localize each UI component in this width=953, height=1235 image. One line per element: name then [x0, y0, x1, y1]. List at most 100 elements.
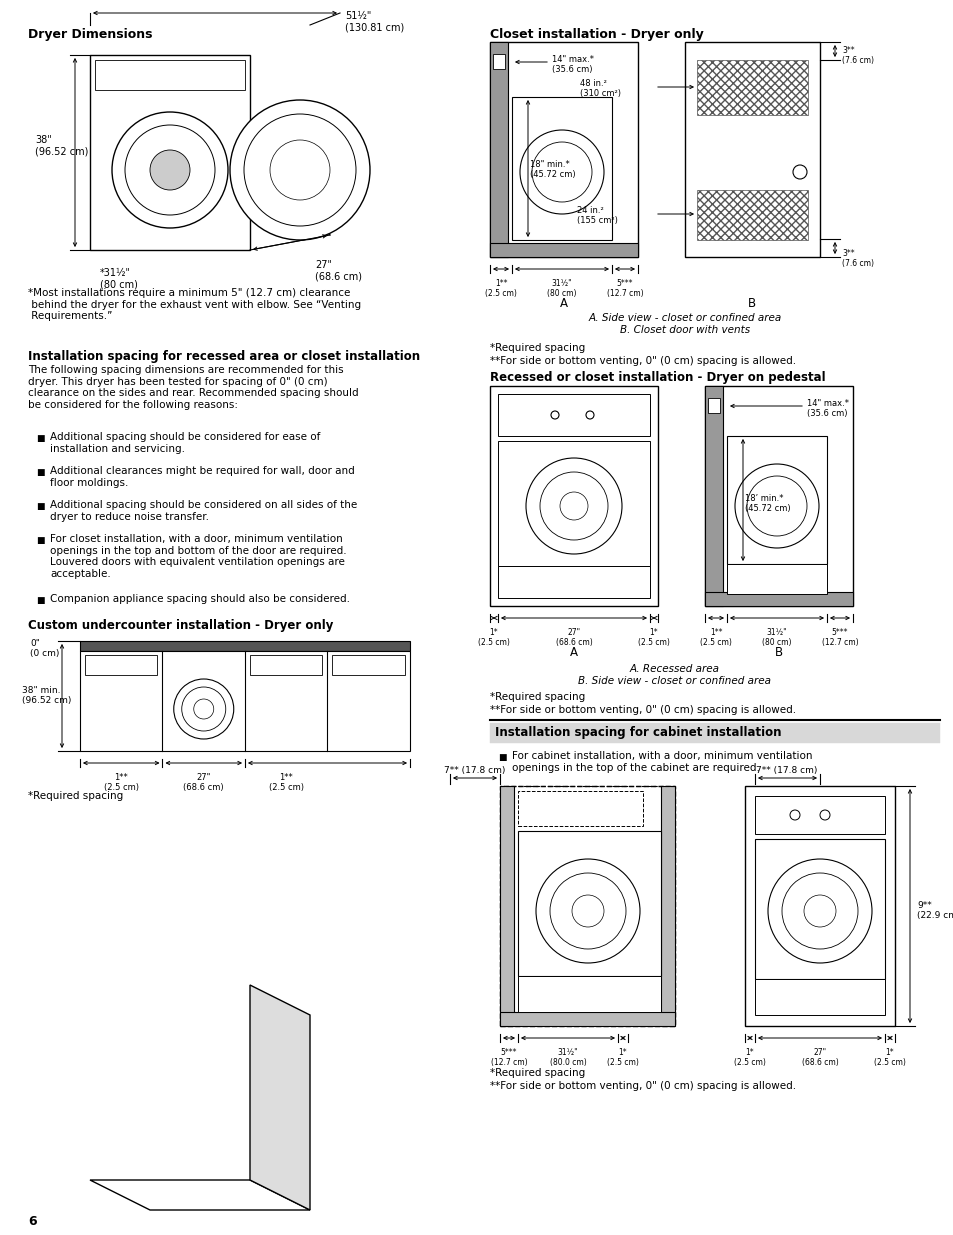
Bar [80, 651, 410, 751]
Circle shape [572, 895, 603, 927]
Circle shape [789, 810, 800, 820]
Text: 5***
(12.7 cm): 5*** (12.7 cm) [490, 1049, 527, 1067]
Text: 7** (17.8 cm): 7** (17.8 cm) [444, 766, 505, 776]
Text: 38"
(96.52 cm): 38" (96.52 cm) [35, 135, 89, 157]
Circle shape [734, 464, 818, 548]
Circle shape [536, 860, 639, 963]
Text: 27"
(68.6 cm): 27" (68.6 cm) [801, 1049, 838, 1067]
Bar [85, 655, 157, 676]
Text: Additional spacing should be considered on all sides of the
dryer to reduce nois: Additional spacing should be considered … [50, 500, 356, 521]
Text: 48 in.²
(310 cm²): 48 in.² (310 cm²) [579, 79, 620, 99]
Text: Additional clearances might be required for wall, door and
floor moldings.: Additional clearances might be required … [50, 466, 355, 488]
Bar [493, 54, 504, 69]
Text: 7** (17.8 cm): 7** (17.8 cm) [756, 766, 817, 776]
Text: 1**
(2.5 cm): 1** (2.5 cm) [269, 773, 303, 793]
Text: A. Recessed area
B. Side view - closet or confined area: A. Recessed area B. Side view - closet o… [578, 664, 771, 685]
Circle shape [550, 873, 625, 948]
Text: 27"
(68.6 cm): 27" (68.6 cm) [555, 629, 592, 647]
Text: 1*
(2.5 cm): 1* (2.5 cm) [873, 1049, 905, 1067]
Text: 9**
(22.9 cm): 9** (22.9 cm) [916, 902, 953, 920]
Text: 27"
(68.6 cm): 27" (68.6 cm) [314, 261, 361, 282]
Text: 31½"
(80 cm): 31½" (80 cm) [761, 629, 791, 647]
Text: Companion appliance spacing should also be considered.: Companion appliance spacing should also … [50, 594, 350, 604]
Circle shape [525, 458, 621, 555]
Circle shape [244, 114, 355, 226]
Text: *Required spacing: *Required spacing [28, 790, 123, 802]
Text: 24 in.²
(155 cm²): 24 in.² (155 cm²) [577, 206, 618, 226]
Text: ■: ■ [497, 753, 506, 762]
Text: 0"
(0 cm): 0" (0 cm) [30, 638, 59, 658]
Bar [697, 190, 807, 240]
Text: 6: 6 [28, 1215, 36, 1228]
Circle shape [559, 492, 587, 520]
Text: 1**
(2.5 cm): 1** (2.5 cm) [700, 629, 731, 647]
Bar [490, 243, 638, 257]
Polygon shape [90, 1179, 310, 1210]
Circle shape [532, 142, 592, 203]
Bar [490, 42, 638, 257]
Bar [95, 61, 245, 90]
Bar [490, 387, 658, 606]
Bar [497, 566, 649, 598]
Bar [744, 785, 894, 1026]
Text: *Required spacing: *Required spacing [490, 692, 584, 701]
Text: 31½"
(80 cm): 31½" (80 cm) [547, 279, 577, 299]
Text: Recessed or closet installation - Dryer on pedestal: Recessed or closet installation - Dryer … [490, 370, 824, 384]
Circle shape [112, 112, 228, 228]
Bar [754, 979, 884, 1015]
Circle shape [820, 810, 829, 820]
Text: Closet installation - Dryer only: Closet installation - Dryer only [490, 28, 703, 41]
Text: Installation spacing for cabinet installation: Installation spacing for cabinet install… [495, 726, 781, 739]
Text: B: B [774, 646, 782, 659]
Bar [499, 785, 675, 1026]
Text: 31½"
(80.0 cm): 31½" (80.0 cm) [549, 1049, 586, 1067]
Polygon shape [250, 986, 310, 1210]
Bar [499, 1011, 675, 1026]
Text: 1*
(2.5 cm): 1* (2.5 cm) [733, 1049, 765, 1067]
Circle shape [781, 873, 857, 948]
Circle shape [539, 472, 607, 540]
Text: *Required spacing: *Required spacing [490, 343, 584, 353]
Bar [250, 655, 322, 676]
Text: 1*
(2.5 cm): 1* (2.5 cm) [606, 1049, 639, 1067]
Bar [490, 42, 507, 257]
Text: *Required spacing: *Required spacing [490, 1068, 584, 1078]
Circle shape [792, 165, 806, 179]
Text: A: A [569, 646, 578, 659]
Circle shape [551, 411, 558, 419]
Text: *31½"
(80 cm): *31½" (80 cm) [100, 268, 138, 289]
Bar [333, 655, 405, 676]
Text: **For side or bottom venting, 0" (0 cm) spacing is allowed.: **For side or bottom venting, 0" (0 cm) … [490, 1081, 796, 1091]
Circle shape [585, 411, 594, 419]
Text: 1**
(2.5 cm): 1** (2.5 cm) [484, 279, 517, 299]
Text: 18’ min.*
(45.72 cm): 18’ min.* (45.72 cm) [744, 494, 790, 514]
Bar [697, 61, 807, 115]
Circle shape [519, 130, 603, 214]
Text: **For side or bottom venting, 0" (0 cm) spacing is allowed.: **For side or bottom venting, 0" (0 cm) … [490, 705, 796, 715]
Text: Custom undercounter installation - Dryer only: Custom undercounter installation - Dryer… [28, 619, 333, 632]
Text: 14" max.*
(35.6 cm): 14" max.* (35.6 cm) [552, 56, 594, 74]
Text: 14" max.*
(35.6 cm): 14" max.* (35.6 cm) [806, 399, 848, 419]
Text: B: B [747, 296, 756, 310]
Bar [497, 441, 649, 566]
Text: For cabinet installation, with a door, minimum ventilation
openings in the top o: For cabinet installation, with a door, m… [512, 751, 812, 773]
Text: A. Side view - closet or confined area
B. Closet door with vents: A. Side view - closet or confined area B… [588, 312, 781, 335]
Text: 3**
(7.6 cm): 3** (7.6 cm) [841, 46, 873, 65]
Text: 5***
(12.7 cm): 5*** (12.7 cm) [821, 629, 858, 647]
Text: 51½"
(130.81 cm): 51½" (130.81 cm) [345, 11, 404, 32]
Circle shape [767, 860, 871, 963]
Text: For closet installation, with a door, minimum ventilation
openings in the top an: For closet installation, with a door, mi… [50, 534, 346, 579]
Text: ■: ■ [36, 468, 45, 477]
Text: 18" min.*
(45.72 cm): 18" min.* (45.72 cm) [530, 161, 575, 179]
Circle shape [193, 699, 213, 719]
Bar [754, 839, 884, 979]
Bar [707, 398, 720, 412]
Text: ■: ■ [36, 433, 45, 443]
Bar [497, 394, 649, 436]
Text: ■: ■ [36, 501, 45, 511]
Text: 38" min.
(96.52 cm): 38" min. (96.52 cm) [22, 685, 71, 705]
Text: 5***
(12.7 cm): 5*** (12.7 cm) [606, 279, 642, 299]
Circle shape [803, 895, 835, 927]
Text: 27"
(68.6 cm): 27" (68.6 cm) [183, 773, 224, 793]
Circle shape [173, 679, 233, 739]
